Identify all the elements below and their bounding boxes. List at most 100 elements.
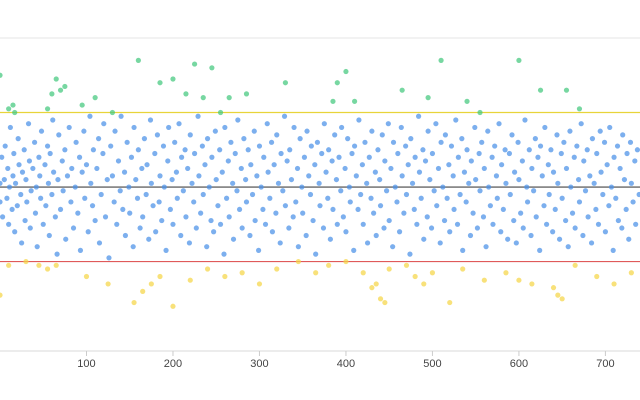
data-point (92, 95, 98, 101)
data-point (476, 150, 482, 157)
data-point (230, 180, 236, 186)
data-point (109, 109, 116, 116)
data-point (202, 162, 208, 168)
data-point (148, 180, 154, 186)
data-point (552, 206, 558, 213)
data-point (49, 91, 55, 97)
data-point (248, 162, 254, 168)
data-point (256, 143, 263, 149)
data-point (243, 176, 249, 183)
data-point (594, 273, 600, 280)
data-point (198, 210, 204, 216)
data-point (19, 169, 26, 175)
data-point (241, 136, 247, 142)
data-point (70, 225, 77, 231)
data-point (581, 158, 587, 164)
data-point (26, 158, 33, 164)
data-point (152, 150, 158, 157)
data-point (338, 188, 344, 194)
data-point (567, 128, 573, 134)
data-point (265, 169, 271, 175)
data-point (594, 150, 600, 157)
data-point (503, 180, 509, 186)
data-point (130, 244, 136, 250)
data-point (369, 128, 375, 134)
data-point (602, 229, 609, 235)
data-point (208, 217, 214, 224)
data-point (273, 210, 279, 216)
data-point (232, 150, 238, 157)
x-axis: 100 200 300 400 500 600 700 (77, 351, 615, 370)
data-point (157, 173, 163, 179)
data-point (57, 206, 64, 213)
data-point (628, 180, 634, 186)
data-point (88, 180, 94, 186)
data-point (260, 206, 266, 213)
data-point (537, 247, 543, 253)
data-point (362, 139, 368, 145)
data-point (143, 191, 149, 198)
data-point (275, 180, 282, 186)
data-point (502, 147, 508, 153)
data-point (438, 57, 444, 63)
data-point (447, 299, 453, 306)
data-point (463, 199, 469, 205)
data-point (558, 150, 564, 157)
data-point (319, 150, 325, 157)
data-point (217, 147, 223, 153)
data-point (485, 128, 491, 134)
data-point (450, 173, 456, 179)
data-point (264, 121, 270, 127)
data-point (516, 176, 522, 183)
data-point (461, 169, 468, 175)
data-point (513, 240, 519, 246)
data-point (191, 199, 197, 205)
data-point (83, 162, 90, 168)
data-point (44, 266, 51, 272)
data-point (234, 188, 240, 194)
data-point (287, 147, 293, 153)
data-point (22, 217, 28, 224)
data-point (87, 113, 93, 119)
data-point (114, 221, 120, 227)
data-point (499, 162, 505, 168)
data-point (174, 195, 180, 201)
data-point (38, 195, 44, 201)
data-point (15, 136, 21, 142)
data-point (313, 270, 319, 276)
data-point (369, 285, 375, 291)
data-point (147, 117, 154, 123)
data-point (226, 214, 232, 220)
data-point (554, 132, 560, 138)
data-point (381, 225, 387, 231)
data-point (161, 184, 167, 190)
data-point (472, 124, 478, 131)
data-point (353, 173, 359, 179)
data-point (293, 199, 299, 205)
data-point (597, 128, 603, 134)
data-point (222, 273, 228, 280)
data-point (73, 139, 79, 145)
data-point (428, 225, 435, 231)
data-point (37, 173, 43, 179)
data-point (522, 117, 528, 123)
data-point (179, 154, 185, 160)
data-point (200, 191, 206, 198)
data-point (200, 95, 206, 101)
data-point (28, 188, 34, 194)
data-point (379, 132, 385, 138)
data-point (209, 65, 215, 71)
data-point (576, 199, 583, 205)
data-point (286, 225, 292, 231)
data-point (109, 173, 116, 179)
data-point (54, 251, 60, 257)
data-point (441, 217, 448, 224)
data-point (12, 229, 18, 235)
data-point (429, 150, 436, 157)
data-point (386, 266, 392, 272)
data-point (621, 176, 628, 183)
data-point (50, 117, 56, 123)
data-point (313, 251, 319, 257)
data-point (394, 199, 400, 205)
data-point (503, 270, 509, 276)
